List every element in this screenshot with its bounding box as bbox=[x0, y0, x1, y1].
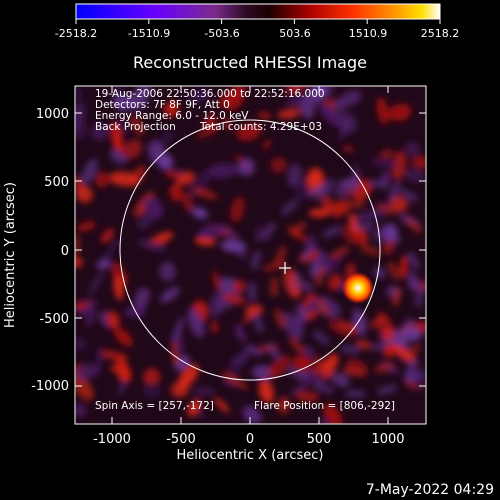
colorbar-label-5: 2518.2 bbox=[421, 27, 460, 40]
y-axis-tick-labels: 1000 500 0 -500 -1000 bbox=[31, 107, 69, 394]
colorbar-label-0: -2518.2 bbox=[55, 27, 97, 40]
colorbar-label-2: -503.6 bbox=[204, 27, 239, 40]
plot-title: Reconstructed RHESSI Image bbox=[133, 53, 367, 72]
colorbar-label-3: 503.6 bbox=[279, 27, 311, 40]
image-info-annotation: 19-Aug-2006 22:50:36.000 to 22:52:16.000… bbox=[95, 88, 395, 412]
footer-timestamp: 7-May-2022 04:29 bbox=[366, 482, 494, 498]
info-line-detectors: Detectors: 7F 8F 9F, Att 0 bbox=[95, 99, 230, 111]
color-bar: -2518.2 -1510.9 -503.6 503.6 1510.9 2518… bbox=[55, 3, 460, 40]
color-bar-ticks bbox=[75, 19, 441, 24]
x-axis-label: Heliocentric X (arcsec) bbox=[177, 448, 324, 463]
info-line-method: Back Projection bbox=[95, 121, 176, 133]
y-tick-label: -1000 bbox=[31, 379, 69, 394]
spin-axis-marker bbox=[279, 262, 291, 274]
y-tick-label: 0 bbox=[61, 244, 69, 259]
flare-position-label: Flare Position = [806,-292] bbox=[254, 400, 395, 412]
x-tick-label: 0 bbox=[246, 432, 254, 447]
x-tick-label: 1000 bbox=[371, 432, 404, 447]
x-tick-label: -1000 bbox=[93, 432, 131, 447]
info-line-energy: Energy Range: 6.0 - 12.0 keV bbox=[95, 110, 249, 122]
y-tick-label: 1000 bbox=[36, 107, 69, 122]
info-line-time: 19-Aug-2006 22:50:36.000 to 22:52:16.000 bbox=[95, 88, 325, 100]
info-line-counts: Total counts: 4.29E+03 bbox=[199, 121, 322, 133]
x-axis-tick-labels: -1000 -500 0 500 1000 bbox=[93, 432, 404, 447]
axis-ticks bbox=[75, 86, 426, 424]
flare-source bbox=[342, 272, 374, 304]
x-tick-label: 500 bbox=[307, 432, 332, 447]
y-axis-label: Heliocentric Y (arcsec) bbox=[3, 182, 18, 328]
colorbar-label-4: 1510.9 bbox=[349, 27, 388, 40]
spin-axis-label: Spin Axis = [257,-172] bbox=[95, 400, 214, 412]
y-tick-label: 500 bbox=[44, 175, 69, 190]
y-tick-label: -500 bbox=[39, 312, 69, 327]
reconstructed-image bbox=[75, 86, 426, 424]
x-tick-label: -500 bbox=[166, 432, 196, 447]
colorbar-label-1: -1510.9 bbox=[128, 27, 170, 40]
solar-limb-circle bbox=[119, 119, 381, 381]
